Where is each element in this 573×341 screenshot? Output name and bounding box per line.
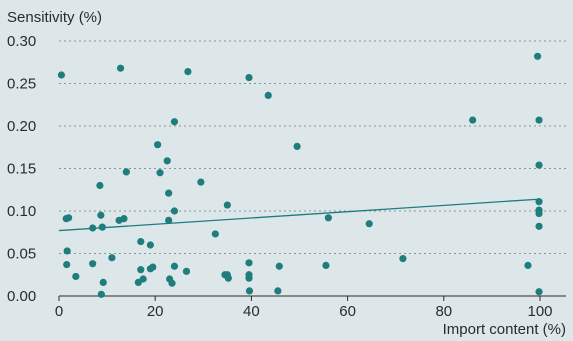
data-point xyxy=(171,118,178,125)
data-point xyxy=(535,223,542,230)
data-point xyxy=(245,74,252,81)
data-point xyxy=(168,280,175,287)
x-tick-label: 80 xyxy=(435,303,452,320)
grid-lines xyxy=(59,41,566,296)
trend-line xyxy=(59,199,540,230)
data-point xyxy=(97,212,104,219)
data-point xyxy=(322,262,329,269)
y-tick-label: 0.20 xyxy=(7,118,36,135)
y-tick-label: 0.15 xyxy=(7,161,36,178)
data-point xyxy=(165,190,172,197)
data-point xyxy=(224,201,231,208)
data-point xyxy=(156,169,163,176)
data-point xyxy=(117,65,124,72)
data-point xyxy=(63,261,70,268)
y-tick-label: 0.10 xyxy=(7,203,36,220)
y-tick-label: 0.00 xyxy=(7,288,36,305)
data-point xyxy=(96,182,103,189)
data-point xyxy=(140,275,147,282)
data-point xyxy=(534,53,541,60)
data-point xyxy=(293,143,300,150)
x-tick-labels: 0 20 40 60 80 100 xyxy=(55,296,553,320)
x-axis-title: Import content (%) xyxy=(443,321,566,338)
x-tick-label: 20 xyxy=(147,303,164,320)
data-point xyxy=(535,210,542,217)
data-point xyxy=(325,214,332,221)
y-tick-label: 0.30 xyxy=(7,33,36,50)
x-tick-label: 60 xyxy=(339,303,356,320)
data-point xyxy=(524,262,531,269)
data-point xyxy=(100,279,107,286)
data-point xyxy=(246,287,253,294)
y-tick-labels: 0.00 0.05 0.10 0.15 0.20 0.25 0.30 xyxy=(7,33,36,305)
data-point xyxy=(265,92,272,99)
data-point xyxy=(535,288,542,295)
x-tick-label: 40 xyxy=(243,303,260,320)
data-point xyxy=(123,168,130,175)
data-point xyxy=(72,273,79,280)
data-point xyxy=(366,220,373,227)
data-point xyxy=(171,207,178,214)
data-point xyxy=(171,263,178,270)
data-point xyxy=(535,162,542,169)
data-point xyxy=(212,230,219,237)
data-point xyxy=(58,71,65,78)
data-point xyxy=(137,238,144,245)
data-point xyxy=(108,254,115,261)
data-point xyxy=(276,263,283,270)
data-point xyxy=(137,266,144,273)
y-axis-title: Sensitivity (%) xyxy=(7,9,102,26)
data-point xyxy=(399,255,406,262)
data-point xyxy=(99,224,106,231)
data-point xyxy=(98,291,105,298)
data-point xyxy=(535,198,542,205)
data-point xyxy=(164,157,171,164)
data-point xyxy=(535,116,542,123)
data-point xyxy=(225,275,232,282)
x-tick-label: 0 xyxy=(55,303,63,320)
data-point xyxy=(89,260,96,267)
data-point xyxy=(183,268,190,275)
y-tick-label: 0.25 xyxy=(7,76,36,93)
data-point xyxy=(245,275,252,282)
data-point xyxy=(274,287,281,294)
data-point xyxy=(147,241,154,248)
data-point xyxy=(65,214,72,221)
data-point xyxy=(64,247,71,254)
x-tick-label: 100 xyxy=(527,303,552,320)
data-point xyxy=(149,264,156,271)
data-point xyxy=(245,259,252,266)
data-points xyxy=(58,53,543,298)
data-point xyxy=(154,141,161,148)
data-point xyxy=(469,116,476,123)
data-point xyxy=(197,179,204,186)
y-tick-label: 0.05 xyxy=(7,246,36,263)
data-point xyxy=(89,224,96,231)
data-point xyxy=(120,215,127,222)
data-point xyxy=(165,217,172,224)
data-point xyxy=(184,68,191,75)
trendline-group xyxy=(59,199,540,230)
